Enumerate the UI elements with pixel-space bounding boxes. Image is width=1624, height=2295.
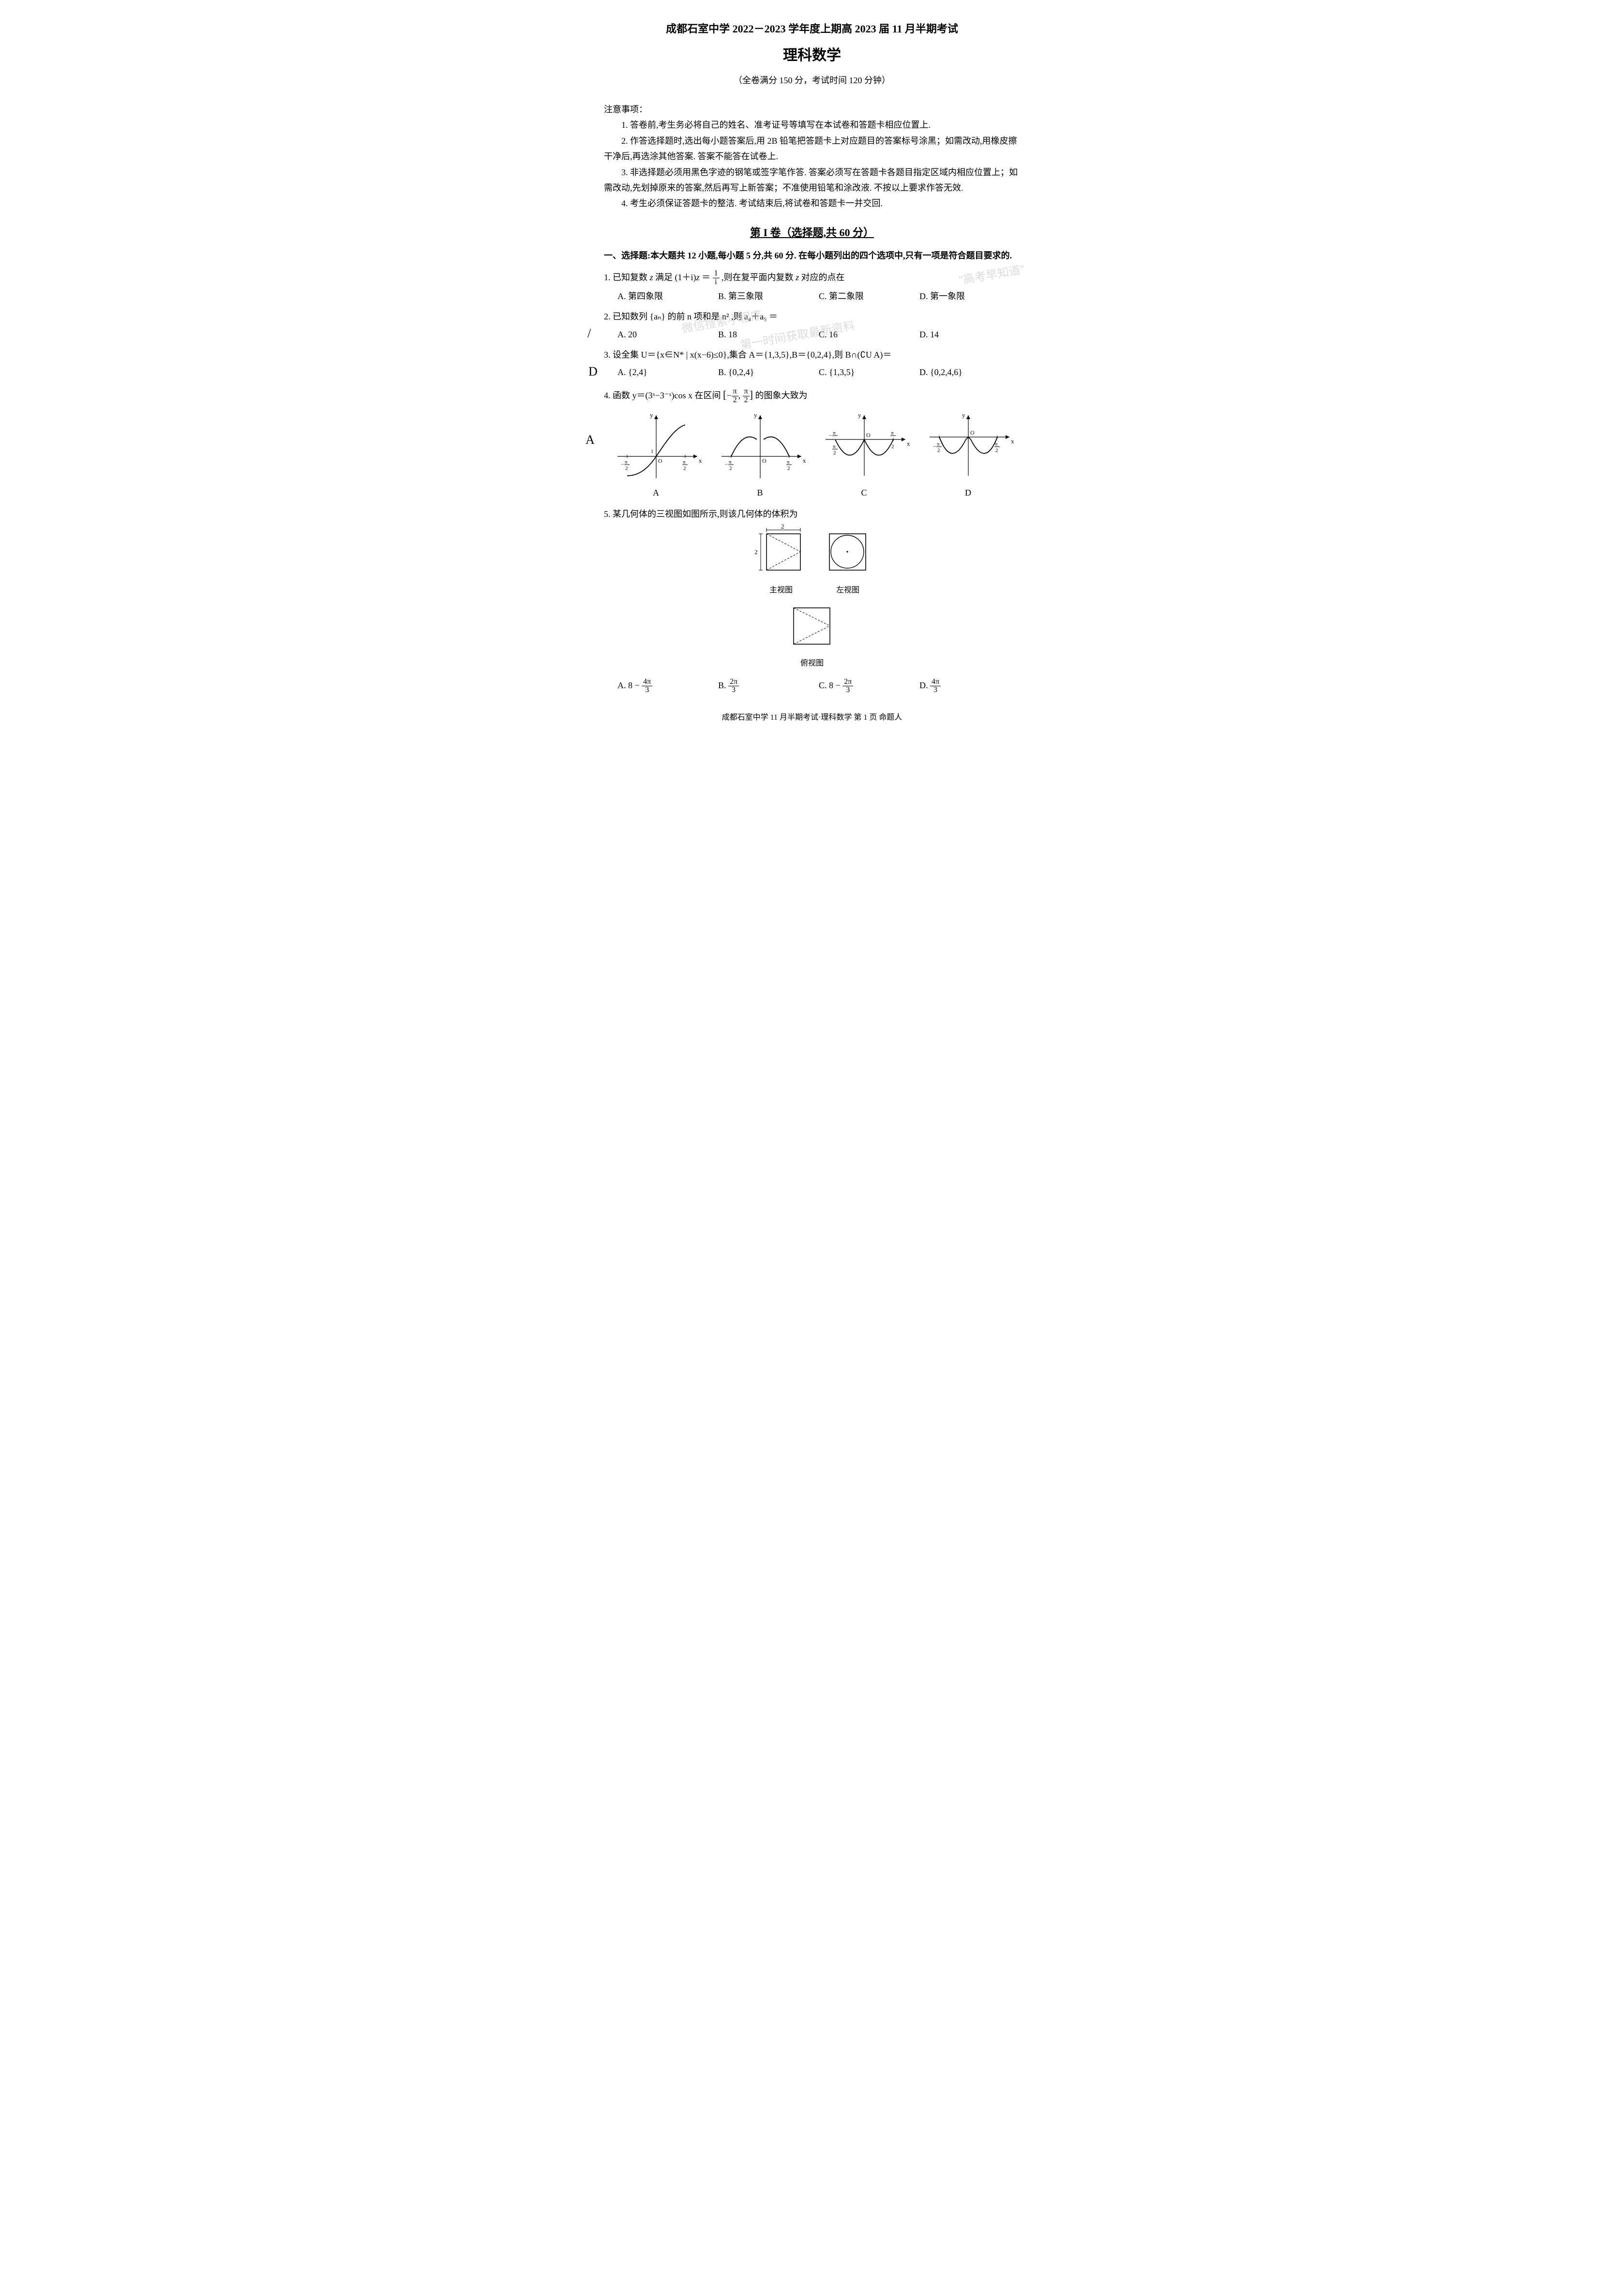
- svg-text:−: −: [933, 444, 936, 450]
- q4-label-d: D: [916, 485, 1020, 500]
- svg-text:2: 2: [937, 448, 940, 453]
- note-3: 3. 非选择题必须用黑色字迹的钢笔或签字笔作答. 答案必须写在答题卡各题目指定区…: [604, 165, 1020, 196]
- section-1-instructions: 一、选择题:本大题共 12 小题,每小题 5 分,共 60 分. 在每小题列出的…: [604, 248, 1020, 263]
- svg-text:2: 2: [787, 466, 790, 471]
- question-1: "高考早知道" 1. 已知复数 z 满足 (1＋i)z ＝ 1i ,则在复平面内…: [604, 270, 1020, 304]
- q5-text: 5. 某几何体的三视图如图所示,则该几何体的体积为: [604, 506, 1020, 522]
- axis-y-label: y: [650, 411, 653, 419]
- question-3: D 3. 设全集 U＝{x∈N* | x(x−6)≤0},集合 A＝{1,3,5…: [604, 347, 1020, 380]
- svg-text:−: −: [829, 433, 832, 438]
- q4-text: 4. 函数 y＝(3ˣ−3⁻ˣ)cos x 在区间 [−π2, π2] 的图象大…: [604, 385, 1020, 405]
- svg-text:π: π: [833, 444, 836, 450]
- svg-text:2: 2: [754, 548, 758, 556]
- svg-text:π: π: [891, 430, 894, 436]
- origin-label: O: [658, 457, 662, 464]
- svg-text:x: x: [1011, 438, 1014, 445]
- q2-opt-c: C. 16: [819, 327, 919, 342]
- side-view: 左视图: [824, 524, 872, 598]
- q4-label-a: A: [604, 485, 708, 500]
- q5-options: A. 8 − 4π3 B. 2π3 C. 8 − 2π3 D. 4π3: [617, 678, 1020, 695]
- annotation-q4: A: [586, 429, 595, 452]
- q4-text-prefix: 4. 函数 y＝(3ˣ−3⁻ˣ)cos x 在区间: [604, 391, 721, 400]
- svg-text:π: π: [937, 441, 940, 447]
- top-view: 俯视图: [788, 602, 836, 671]
- q2-opt-b: B. 18: [718, 327, 819, 342]
- exam-page: 成都石室中学 2022－2023 学年度上期高 2023 届 11 月半期考试 …: [604, 19, 1020, 725]
- note-1: 1. 答卷前,考生务必将自己的姓名、准考证号等填写在本试卷和答题卡相应位置上.: [604, 117, 1020, 133]
- svg-text:2: 2: [625, 466, 628, 471]
- q2-options: A. 20 B. 18 C. 16 D. 14: [617, 327, 1020, 342]
- notes-header: 注意事项：: [604, 102, 1020, 117]
- front-view: 2 2 主视图: [752, 524, 810, 598]
- q5-opt-a: A. 8 − 4π3: [617, 678, 718, 695]
- svg-text:−: −: [725, 462, 728, 468]
- q1-opt-a: A. 第四象限: [617, 288, 718, 304]
- question-5: 5. 某几何体的三视图如图所示,则该几何体的体积为 2 2: [604, 506, 1020, 695]
- note-2: 2. 作答选择题时,选出每小题答案后,用 2B 铅笔把答题卡上对应题目的答案标号…: [604, 133, 1020, 165]
- q1-opt-c: C. 第二象限: [819, 288, 919, 304]
- q4-graph-d: x y O − π2 π2 D: [916, 410, 1020, 500]
- main-title: 成都石室中学 2022－2023 学年度上期高 2023 届 11 月半期考试: [604, 19, 1020, 39]
- front-caption: 主视图: [752, 584, 810, 598]
- subject-title: 理科数学: [604, 43, 1020, 69]
- q3-opt-d: D. {0,2,4,6}: [919, 364, 1020, 380]
- svg-text:π: π: [787, 459, 790, 465]
- annotation-q3: D: [588, 361, 598, 383]
- svg-text:π: π: [625, 459, 628, 465]
- svg-text:2: 2: [995, 448, 998, 453]
- top-caption: 俯视图: [788, 657, 836, 671]
- q4-label-c: C: [812, 485, 916, 500]
- section-1-header: 第 I 卷（选择题,共 60 分）: [604, 223, 1020, 242]
- q1-options: A. 第四象限 B. 第三象限 C. 第二象限 D. 第一象限: [617, 288, 1020, 304]
- svg-text:O: O: [762, 457, 767, 464]
- q3-text: 3. 设全集 U＝{x∈N* | x(x−6)≤0},集合 A＝{1,3,5},…: [604, 347, 1020, 362]
- question-2: / 微信搜索小程序 第一时间获取最新资料 2. 已知数列 {aₙ} 的前 n 项…: [604, 309, 1020, 342]
- xneg-a: −: [621, 462, 624, 468]
- svg-text:2: 2: [729, 466, 732, 471]
- side-caption: 左视图: [824, 584, 872, 598]
- svg-text:O: O: [866, 432, 871, 438]
- svg-text:π: π: [683, 459, 686, 465]
- question-4: A 4. 函数 y＝(3ˣ−3⁻ˣ)cos x 在区间 [−π2, π2] 的图…: [604, 385, 1020, 501]
- q2-opt-d: D. 14: [919, 327, 1020, 342]
- svg-text:x: x: [803, 457, 806, 464]
- svg-text:y: y: [962, 411, 965, 419]
- svg-text:2: 2: [891, 444, 894, 450]
- q3-opt-a: A. {2,4}: [617, 364, 718, 380]
- exam-info: （全卷满分 150 分，考试时间 120 分钟）: [604, 73, 1020, 88]
- svg-text:y: y: [754, 411, 757, 419]
- svg-text:2: 2: [833, 450, 836, 456]
- q3-opt-c: C. {1,3,5}: [819, 364, 919, 380]
- q5-opt-d: D. 4π3: [919, 678, 1020, 695]
- svg-text:π: π: [729, 459, 732, 465]
- q4-text-suffix: 的图象大致为: [755, 391, 808, 400]
- svg-text:y: y: [858, 411, 861, 419]
- svg-text:x: x: [907, 440, 910, 447]
- note-4: 4. 考生必须保证答题卡的整洁. 考试结束后,将试卷和答题卡一并交回.: [604, 196, 1020, 211]
- q4-graphs: x y O 1 − π2 π2 A: [604, 410, 1020, 500]
- svg-text:O: O: [970, 429, 975, 436]
- axis-x-label: x: [699, 457, 702, 464]
- q4-graph-c: x y O − π2 π2 π2 C: [812, 410, 916, 500]
- q2-text: 2. 已知数列 {aₙ} 的前 n 项和是 n² ,则 a₄＋a₅ ＝: [604, 309, 1020, 324]
- q1-opt-b: B. 第三象限: [718, 288, 819, 304]
- q1-text: 1. 已知复数 z 满足 (1＋i)z ＝ 1i ,则在复平面内复数 z 对应的…: [604, 270, 1020, 287]
- q5-opt-c: C. 8 − 2π3: [819, 678, 919, 695]
- q5-views: 2 2 主视图: [604, 524, 1020, 671]
- q3-opt-b: B. {0,2,4}: [718, 364, 819, 380]
- q2-opt-a: A. 20: [617, 327, 718, 342]
- svg-text:2: 2: [781, 524, 784, 530]
- annotation-q2: /: [587, 322, 591, 345]
- svg-text:2: 2: [683, 466, 686, 471]
- q4-label-b: B: [708, 485, 812, 500]
- q4-graph-b: x y O − π2 π2 B: [708, 410, 812, 500]
- svg-text:π: π: [833, 430, 836, 436]
- q4-graph-a: x y O 1 − π2 π2 A: [604, 410, 708, 500]
- page-footer: 成都石室中学 11 月半期考试·理科数学 第 1 页 命题人: [604, 711, 1020, 725]
- y1-label: 1: [651, 449, 654, 454]
- q5-opt-b: B. 2π3: [718, 678, 819, 695]
- q3-options: A. {2,4} B. {0,2,4} C. {1,3,5} D. {0,2,4…: [617, 364, 1020, 380]
- q1-opt-d: D. 第一象限: [919, 288, 1020, 304]
